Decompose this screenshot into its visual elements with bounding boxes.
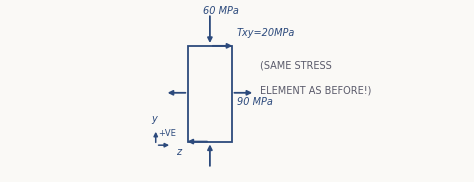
Text: y: y (151, 114, 157, 124)
Text: Txy=20MPa: Txy=20MPa (237, 28, 295, 38)
Text: ELEMENT AS BEFORE!): ELEMENT AS BEFORE!) (261, 86, 372, 96)
Text: +VE: +VE (158, 129, 176, 138)
Text: (SAME STRESS: (SAME STRESS (261, 61, 332, 71)
Text: 60 MPa: 60 MPa (203, 6, 238, 16)
Text: z: z (175, 147, 181, 157)
Text: 90 MPa: 90 MPa (237, 97, 273, 107)
